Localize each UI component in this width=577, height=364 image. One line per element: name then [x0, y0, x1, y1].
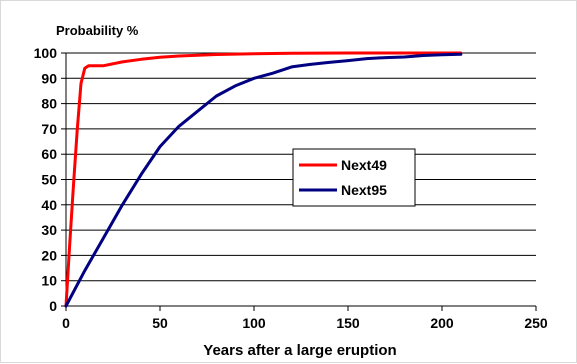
x-tick-label-250: 250 — [524, 315, 548, 331]
y-tick-label-70: 70 — [41, 121, 57, 137]
y-tick-label-90: 90 — [41, 70, 57, 86]
legend: Next49 Next95 — [292, 148, 416, 207]
y-tick-label-60: 60 — [41, 146, 57, 162]
y-tick-label-10: 10 — [41, 273, 57, 289]
x-tick-label-50: 50 — [152, 315, 168, 331]
legend-label-next49: Next49 — [341, 157, 387, 173]
x-tick-label-0: 0 — [62, 315, 70, 331]
x-tick-label-150: 150 — [336, 315, 360, 331]
x-tick-label-100: 100 — [242, 315, 266, 331]
series-line-next49 — [64, 51, 463, 308]
y-tick-label-80: 80 — [41, 96, 57, 112]
series-lines — [64, 51, 463, 308]
y-tick-label-50: 50 — [41, 172, 57, 188]
legend-label-next95: Next95 — [341, 182, 387, 198]
y-tick-labels: 0 10 20 30 40 50 60 70 80 90 100 — [34, 45, 58, 314]
y-axis-label: Probability % — [56, 23, 139, 38]
y-tick-label-40: 40 — [41, 197, 57, 213]
y-tick-label-100: 100 — [34, 45, 58, 61]
x-tick-label-200: 200 — [430, 315, 454, 331]
legend-box — [292, 148, 416, 207]
y-tick-label-20: 20 — [41, 247, 57, 263]
axes — [61, 52, 537, 311]
series-line-next95 — [64, 52, 463, 308]
y-tick-label-30: 30 — [41, 222, 57, 238]
x-tick-labels: 0 50 100 150 200 250 — [62, 315, 548, 331]
x-axis-label: Years after a large eruption — [203, 342, 396, 359]
y-tick-label-0: 0 — [49, 298, 57, 314]
